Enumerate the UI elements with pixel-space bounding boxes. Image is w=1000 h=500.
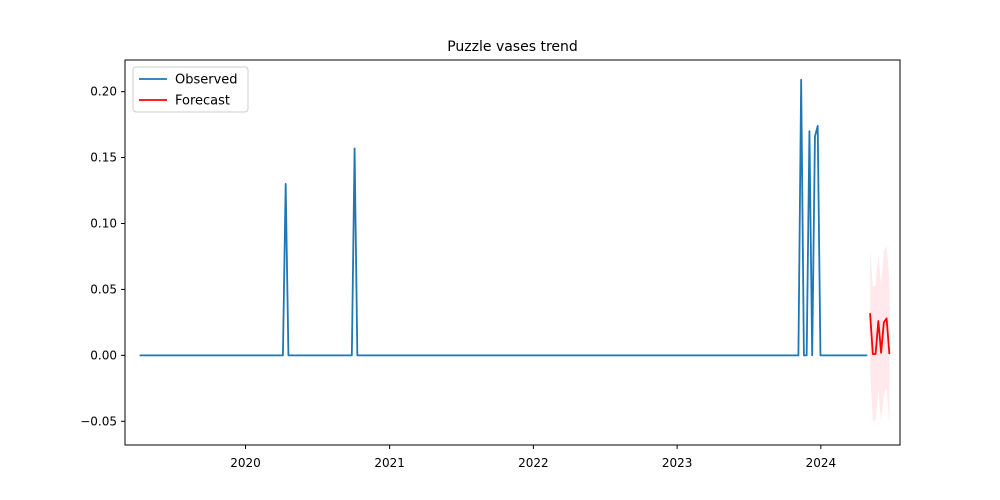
plot-area: [139, 78, 891, 428]
plot-frame: [124, 59, 901, 446]
x-tick-label: 2023: [662, 456, 693, 470]
forecast-series-line: [869, 313, 891, 355]
x-tick-label: 2024: [806, 456, 837, 470]
y-tick-label: 0.15: [90, 151, 117, 165]
legend: Observed Forecast: [132, 66, 249, 113]
observed-series-line: [139, 78, 868, 357]
x-axis: 2020 2021 2022 2023 2024: [230, 445, 836, 470]
y-tick-label: 0.20: [90, 85, 117, 99]
y-tick-label: 0.00: [90, 348, 117, 362]
chart-title: Puzzle vases trend: [447, 39, 578, 55]
x-tick-label: 2021: [374, 456, 405, 470]
legend-label-forecast: Forecast: [175, 94, 230, 109]
x-tick-label: 2022: [518, 456, 549, 470]
y-tick-label: 0.10: [90, 216, 117, 230]
legend-label-observed: Observed: [175, 73, 238, 88]
y-axis: −0.05 0.00 0.05 0.10 0.15 0.20: [80, 85, 125, 428]
y-tick-label: 0.05: [90, 282, 117, 296]
x-tick-label: 2020: [230, 456, 261, 470]
y-tick-label: −0.05: [80, 414, 117, 428]
